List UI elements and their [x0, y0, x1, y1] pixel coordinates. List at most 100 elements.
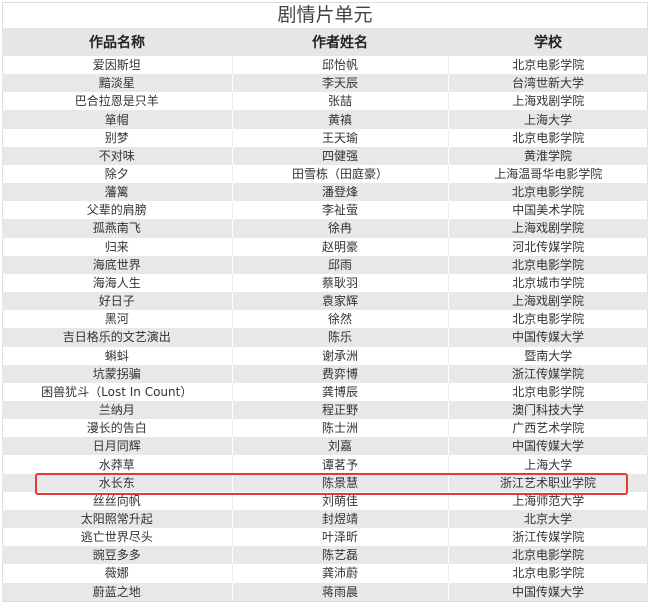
cell-school: 上海温哥华电影学院 — [494, 167, 603, 182]
cell-school: 北京电影学院 — [512, 312, 585, 327]
cell-work-title: 吉日格乐的文艺演出 — [2, 328, 233, 347]
table-row: 不对味 四健强 黄淮学院 — [2, 146, 649, 165]
table-row: 水长东 陈景慧 浙江艺术职业学院 — [2, 473, 649, 492]
table-row: 箪帽 黄禛 上海大学 — [2, 110, 649, 129]
cell-school: 中国传媒大学 — [448, 582, 649, 601]
table-row: 兰纳月 程正野 澳门科技大学 — [2, 400, 649, 420]
header-work-title: 作品名称 — [2, 28, 232, 56]
table-row: 豌豆多多 陈艺磊 北京电影学院 — [2, 546, 649, 565]
cell-school: 台湾世新大学 — [448, 74, 649, 93]
cell-work-title: 巴合拉恩是只羊 — [2, 92, 233, 111]
cell-work-title: 藩篱 — [2, 183, 233, 202]
cell-author-name: 邱怡帆 — [232, 56, 449, 75]
cell-school: 上海戏剧学院 — [512, 94, 585, 109]
cell-school: 北京电影学院 — [448, 546, 649, 565]
cell-work-title: 太阳照常升起 — [2, 509, 233, 529]
header-row: 作品名称 作者姓名 学校 — [2, 28, 648, 56]
table-row: 父辈的肩膀 李祉萤 中国美术学院 — [2, 201, 648, 220]
cell-author-name: 徐冉 — [232, 219, 449, 238]
cell-school: 暨南大学 — [524, 348, 573, 363]
cell-work-title: 丝丝向帆 — [2, 491, 233, 510]
cell-work-title: 困兽犹斗（Lost In Count） — [2, 382, 233, 401]
cell-author-name: 李祉萤 — [232, 201, 449, 220]
cell-work-title: 海底世界 — [2, 255, 233, 274]
cell-work-title: 别梦 — [2, 128, 233, 147]
table-row: 太阳照常升起 封煜靖 北京大学 — [2, 509, 649, 529]
table-row: 漫长的告白 陈士洲 广西艺术学院 — [2, 419, 648, 438]
cell-author-name: 赵明豪 — [232, 237, 449, 256]
cell-author-name: 程正野 — [232, 400, 449, 420]
cell-author-name: 蔡耿羽 — [232, 273, 449, 293]
table-title: 剧情片单元 — [277, 4, 373, 26]
cell-author-name: 刘嘉 — [232, 437, 449, 456]
cell-author-name: 封煜靖 — [232, 509, 449, 529]
cell-school: 黄淮学院 — [448, 146, 649, 165]
table-row: 黑河 徐然 北京电影学院 — [2, 310, 648, 329]
cell-school: 浙江传媒学院 — [512, 530, 585, 545]
cell-author-name: 叶泽昕 — [232, 528, 449, 547]
table-row: 黯淡星 李天辰 台湾世新大学 — [2, 74, 649, 93]
cell-author-name: 陈乐 — [232, 328, 449, 347]
cell-work-title: 黯淡星 — [2, 74, 233, 93]
cell-work-title: 父辈的肩膀 — [2, 201, 233, 220]
cell-school: 广西艺术学院 — [512, 421, 585, 436]
table-row: 除夕 田雪栋（田庭豪） 上海温哥华电影学院 — [2, 164, 648, 184]
cell-school: 上海师范大学 — [512, 493, 585, 508]
cell-school: 上海戏剧学院 — [448, 292, 649, 311]
cell-work-title: 水长东 — [2, 473, 233, 492]
cell-work-title: 逃亡世界尽头 — [2, 528, 233, 547]
header-author-name: 作者姓名 — [232, 28, 448, 56]
cell-school: 河北传媒学院 — [512, 239, 585, 254]
cell-author-name: 蒋雨晨 — [232, 582, 449, 601]
film-table: 作品名称 作者姓名 学校 爱因斯坦 邱怡帆 北京电影学院 黯淡星 李天辰 台湾世新大学 巴合… — [2, 28, 649, 601]
cell-work-title: 不对味 — [2, 146, 233, 165]
table-row: 海海人生 蔡耿羽 北京城市学院 — [2, 273, 648, 293]
cell-author-name: 袁家辉 — [232, 292, 449, 311]
cell-author-name: 陈景慧 — [232, 473, 449, 492]
table-row: 好日子 袁家辉 上海戏剧学院 — [2, 292, 649, 311]
cell-school: 上海戏剧学院 — [448, 219, 649, 238]
cell-author-name: 刘萌佳 — [232, 491, 449, 510]
cell-author-name: 邱雨 — [232, 255, 449, 274]
cell-school: 北京城市学院 — [512, 275, 585, 290]
cell-author-name: 田雪栋（田庭豪） — [232, 164, 449, 184]
cell-author-name: 四健强 — [232, 146, 449, 165]
table-row: 困兽犹斗（Lost In Count） 龚博辰 北京电影学院 — [2, 382, 648, 401]
cell-author-name: 张喆 — [232, 92, 449, 111]
cell-school: 中国传媒大学 — [448, 437, 649, 456]
cell-author-name: 陈艺磊 — [232, 546, 449, 565]
table-row: 丝丝向帆 刘萌佳 上海师范大学 — [2, 491, 648, 510]
table-row: 孤燕南飞 徐冉 上海戏剧学院 — [2, 219, 649, 238]
table-row: 海底世界 邱雨 北京电影学院 — [2, 255, 649, 274]
table-row: 坑蒙拐骗 费弈博 浙江传媒学院 — [2, 364, 649, 383]
cell-author-name: 徐然 — [232, 310, 449, 329]
cell-author-name: 陈士洲 — [232, 419, 449, 438]
cell-work-title: 蔚蓝之地 — [2, 582, 233, 601]
cell-school: 浙江传媒学院 — [448, 364, 649, 383]
cell-author-name: 李天辰 — [232, 74, 449, 93]
cell-school: 中国传媒大学 — [448, 328, 649, 347]
cell-school: 北京电影学院 — [512, 384, 585, 399]
cell-work-title: 水莽草 — [2, 455, 233, 474]
cell-work-title: 归来 — [2, 237, 233, 256]
cell-work-title: 兰纳月 — [2, 400, 233, 420]
cell-author-name: 谭茗予 — [232, 455, 449, 474]
cell-author-name: 潘登烽 — [232, 183, 449, 202]
table-row: 巴合拉恩是只羊 张喆 上海戏剧学院 — [2, 92, 648, 111]
cell-work-title: 除夕 — [2, 164, 233, 184]
cell-school: 北京电影学院 — [512, 130, 585, 145]
table-row: 别梦 王天瑜 北京电影学院 — [2, 128, 648, 147]
table-row: 归来 赵明豪 河北传媒学院 — [2, 237, 648, 256]
table-row: 逃亡世界尽头 叶泽昕 浙江传媒学院 — [2, 528, 648, 547]
cell-school: 澳门科技大学 — [448, 400, 649, 420]
header-school: 学校 — [448, 28, 648, 56]
cell-work-title: 漫长的告白 — [2, 419, 233, 438]
cell-school: 北京电影学院 — [512, 566, 585, 581]
cell-school: 中国美术学院 — [512, 203, 585, 218]
cell-work-title: 蝌蚪 — [2, 346, 233, 365]
cell-work-title: 孤燕南飞 — [2, 219, 233, 238]
cell-school: 北京电影学院 — [448, 255, 649, 274]
cell-school: 浙江艺术职业学院 — [448, 473, 649, 492]
cell-work-title: 爱因斯坦 — [2, 56, 233, 75]
cell-work-title: 好日子 — [2, 292, 233, 311]
